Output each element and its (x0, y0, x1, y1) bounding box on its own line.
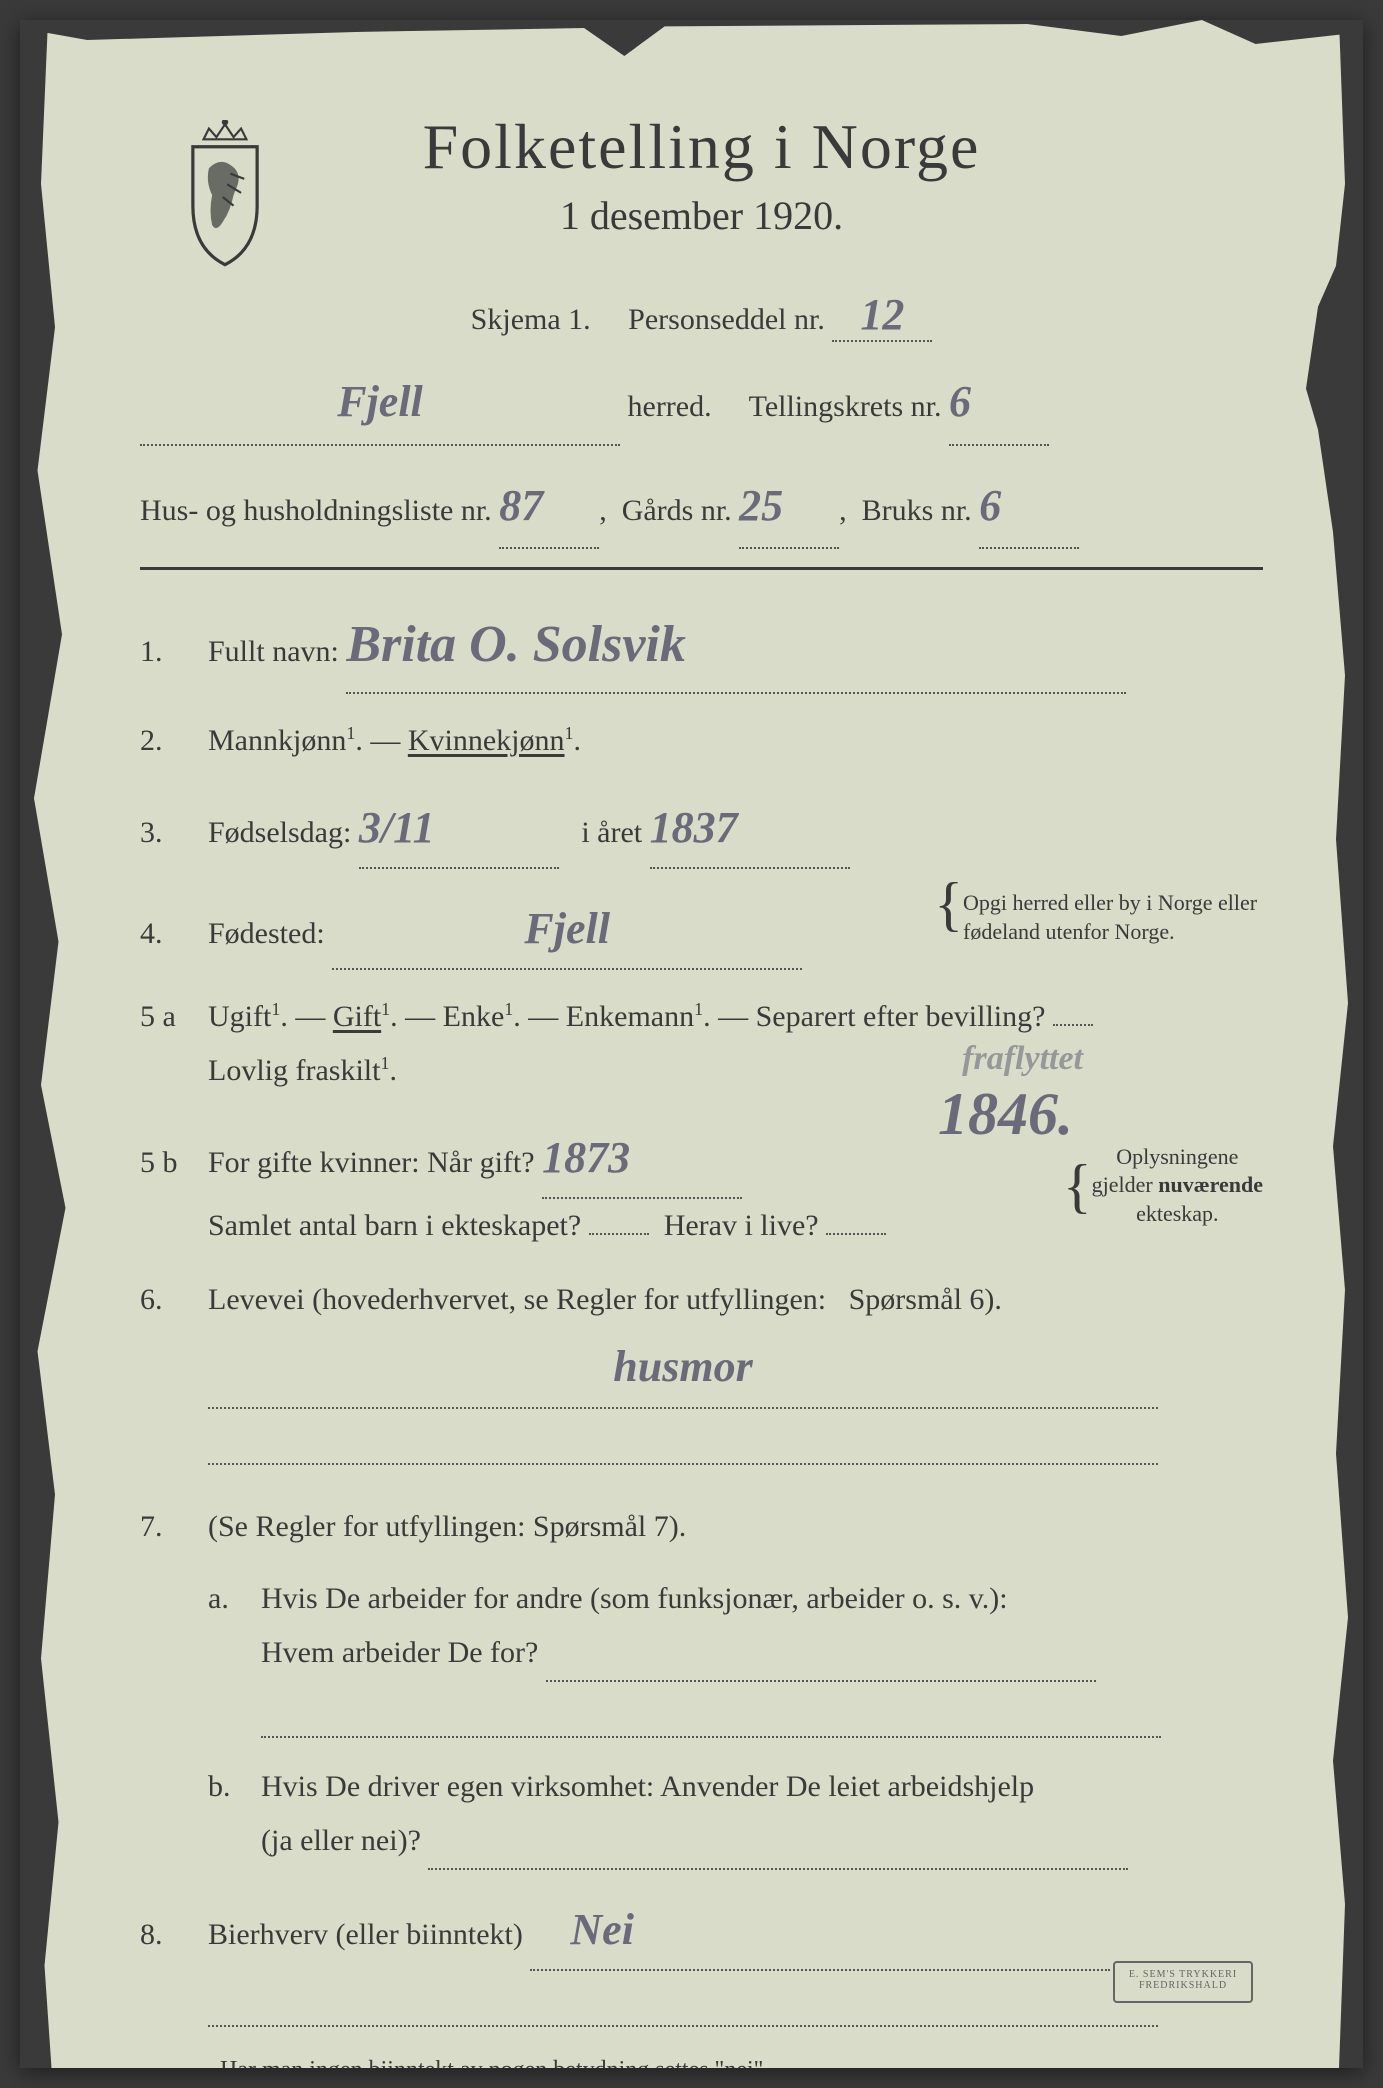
q4-num: 4. (140, 907, 190, 961)
q2-num: 2. (140, 714, 190, 768)
q7a-num: a. (208, 1572, 243, 1738)
herred-label: herred. (628, 390, 712, 423)
question-5a: 5 a Ugift1. — Gift1. — Enke1. — Enkemann… (140, 990, 1263, 1098)
q4-label: Fødested: (208, 917, 325, 950)
q7-label: (Se Regler for utfyllingen: Spørsmål 7). (208, 1510, 686, 1543)
q1-value: Brita O. Solsvik (346, 598, 686, 692)
q5b-num: 5 b (140, 1136, 190, 1190)
tellingskrets-label: Tellingskrets nr. (749, 390, 942, 423)
q4-value: Fjell (524, 889, 610, 968)
census-form-page: Folketelling i Norge 1 desember 1920. Sk… (20, 20, 1363, 2068)
q3-num: 3. (140, 806, 190, 860)
tellingskrets-value: 6 (949, 360, 971, 444)
gards-value: 25 (739, 464, 783, 548)
question-1: 1. Fullt navn: Brita O. Solsvik (140, 598, 1263, 694)
torn-edge-right (1303, 20, 1363, 2068)
q7-num: 7. (140, 1500, 190, 1554)
q7b-text1: Hvis De driver egen virksomhet: Anvender… (261, 1770, 1034, 1803)
question-8: 8. Bierhverv (eller biinntekt) Nei (140, 1890, 1263, 2027)
question-3: 3. Fødselsdag: 3/11 i året 1837 (140, 788, 1263, 869)
question-2: 2. Mannkjønn1. — Kvinnekjønn1. (140, 714, 1263, 768)
husliste-line: Hus- og husholdningsliste nr. 87, Gårds … (140, 464, 1263, 550)
q7a-text1: Hvis De arbeider for andre (som funksjon… (261, 1582, 1008, 1615)
q4-sidenote: Opgi herred eller by i Norge eller fødel… (963, 889, 1263, 946)
herred-value: Fjell (337, 360, 423, 444)
q5a-enke: Enke (443, 1000, 505, 1033)
personseddel-value: 12 (860, 289, 904, 340)
q8-num: 8. (140, 1908, 190, 1962)
q6-label: Levevei (hovederhvervet, se Regler for u… (208, 1283, 826, 1316)
question-7: 7. (Se Regler for utfyllingen: Spørsmål … (140, 1500, 1263, 1870)
q6-label-end: Spørsmål 6). (849, 1283, 1002, 1316)
q5a-enkemann: Enkemann (566, 1000, 694, 1033)
q7a-text2: Hvem arbeider De for? (261, 1636, 538, 1669)
q5b-overwrite-label: fraflyttet (962, 1028, 1083, 1089)
q3-year: 1837 (650, 788, 738, 867)
q1-label: Fullt navn: (208, 635, 339, 668)
form-subtitle: 1 desember 1920. (140, 192, 1263, 239)
torn-edge-left (20, 20, 90, 2068)
q1-num: 1. (140, 625, 190, 679)
skjema-label: Skjema 1. (471, 303, 591, 336)
q5b-label1: For gifte kvinner: Når gift? (208, 1146, 535, 1179)
torn-edge-top (20, 20, 1363, 100)
q8-label: Bierhverv (eller biinntekt) (208, 1918, 523, 1951)
q5b-sidenote: Oplysningene gjelder nuværende ekteskap. (1092, 1143, 1263, 1229)
personseddel-label: Personseddel nr. (628, 303, 825, 336)
q5b-val1: 1873 (542, 1118, 630, 1197)
header-divider (140, 567, 1263, 570)
q5a-gift: Gift (333, 1000, 381, 1033)
q3-year-label: i året (581, 816, 642, 849)
brace-icon: { (1063, 1171, 1092, 1201)
form-header: Folketelling i Norge 1 desember 1920. (140, 110, 1263, 239)
q5a-ugift: Ugift (208, 1000, 271, 1033)
q3-label: Fødselsdag: (208, 816, 351, 849)
question-4: 4. Fødested: Fjell { Opgi herred eller b… (140, 889, 1263, 970)
coat-of-arms-icon (170, 120, 280, 270)
gards-label: Gårds nr. (622, 494, 732, 527)
q5a-lovlig: Lovlig fraskilt (208, 1054, 380, 1087)
form-title: Folketelling i Norge (140, 110, 1263, 184)
herred-line: Fjell herred. Tellingskrets nr. 6 (140, 360, 1263, 446)
q6-num: 6. (140, 1273, 190, 1327)
husliste-label: Hus- og husholdningsliste nr. (140, 494, 492, 527)
q6-value: husmor (613, 1327, 752, 1406)
q2-male: Mannkjønn (208, 724, 346, 757)
form-meta-line1: Skjema 1. Personseddel nr. 12 (140, 289, 1263, 342)
q5a-num: 5 a (140, 990, 190, 1044)
q7b-text2: (ja eller nei)? (261, 1824, 421, 1857)
bruks-value: 6 (979, 464, 1001, 548)
q8-value: Nei (570, 1890, 634, 1969)
husliste-value: 87 (499, 464, 543, 548)
brace-icon: { (934, 889, 963, 919)
q5b-label3: Herav i live? (664, 1209, 819, 1242)
question-5b: 5 b For gifte kvinner: Når gift? 1873 18… (140, 1118, 1263, 1253)
q3-day: 3/11 (359, 788, 435, 867)
bruks-label: Bruks nr. (862, 494, 972, 527)
q7b-num: b. (208, 1760, 243, 1870)
printer-stamp: E. SEM'S TRYKKERI FREDRIKSHALD (1113, 1961, 1253, 2003)
question-6: 6. Levevei (hovederhvervet, se Regler fo… (140, 1273, 1263, 1464)
footer-note: Har man ingen biinntekt av nogen betydni… (140, 2057, 1263, 2068)
q2-female: Kvinnekjønn (408, 724, 565, 757)
q5b-label2: Samlet antal barn i ekteskapet? (208, 1209, 581, 1242)
